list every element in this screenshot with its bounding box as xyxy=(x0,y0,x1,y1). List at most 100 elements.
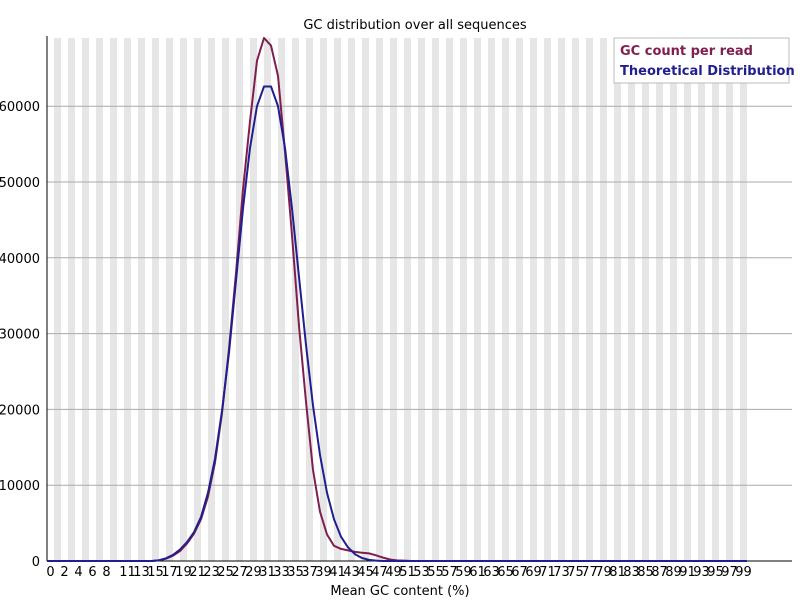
x-tick-label: 25 xyxy=(217,565,234,580)
background-stripe xyxy=(530,38,537,561)
background-stripe xyxy=(544,38,551,561)
y-tick-label: 40000 xyxy=(0,252,40,267)
x-tick-label: 87 xyxy=(651,565,668,580)
x-tick-label: 59 xyxy=(455,565,472,580)
x-tick-label: 89 xyxy=(665,565,682,580)
background-stripe xyxy=(684,38,691,561)
background-stripe xyxy=(110,38,117,561)
horizontal-gridlines xyxy=(47,105,792,486)
legend-box xyxy=(613,37,790,84)
series-line-theoretical xyxy=(47,85,747,562)
x-tick-label: 8 xyxy=(102,565,110,580)
background-stripe xyxy=(446,38,453,561)
background-stripe xyxy=(306,38,313,561)
background-stripe xyxy=(474,38,481,561)
legend: GC count per read Theoretical Distributi… xyxy=(613,37,795,84)
background-stripe xyxy=(432,38,439,561)
x-tick-label: 79 xyxy=(595,565,612,580)
background-stripe xyxy=(614,38,621,561)
x-tick-label: 63 xyxy=(483,565,500,580)
x-tick-label: 91 xyxy=(679,565,696,580)
x-tick-label: 11 xyxy=(119,565,136,580)
x-tick-label: 77 xyxy=(581,565,598,580)
background-stripe xyxy=(54,38,61,561)
background-stripe xyxy=(390,38,397,561)
x-tick-label: 83 xyxy=(623,565,640,580)
background-stripe xyxy=(348,38,355,561)
x-tick-label: 6 xyxy=(88,565,96,580)
x-tick-label: 41 xyxy=(329,565,346,580)
x-tick-label: 35 xyxy=(287,565,304,580)
x-tick-label: 61 xyxy=(469,565,486,580)
x-tick-label: 49 xyxy=(385,565,402,580)
series-lines xyxy=(47,37,747,562)
x-tick-label: 95 xyxy=(707,565,724,580)
y-tick-label: 20000 xyxy=(0,403,40,418)
background-stripe xyxy=(502,38,509,561)
x-tick-label: 99 xyxy=(735,565,752,580)
background-stripe xyxy=(404,38,411,561)
y-tick-label: 30000 xyxy=(0,328,40,343)
background-stripes xyxy=(54,38,747,561)
x-tick-label: 71 xyxy=(539,565,556,580)
x-tick-label: 51 xyxy=(399,565,416,580)
background-stripe xyxy=(292,38,299,561)
x-tick-label: 4 xyxy=(74,565,82,580)
background-stripe xyxy=(726,38,733,561)
x-tick-label: 47 xyxy=(371,565,388,580)
background-stripe xyxy=(124,38,131,561)
x-tick-label: 21 xyxy=(189,565,206,580)
background-stripe xyxy=(166,38,173,561)
background-stripe xyxy=(152,38,159,561)
background-stripe xyxy=(628,38,635,561)
y-tick-label: 0 xyxy=(32,555,40,570)
background-stripe xyxy=(642,38,649,561)
background-stripe xyxy=(208,38,215,561)
background-stripe xyxy=(670,38,677,561)
background-stripe xyxy=(586,38,593,561)
x-tick-label: 65 xyxy=(497,565,514,580)
background-stripe xyxy=(82,38,89,561)
x-tick-label: 55 xyxy=(427,565,444,580)
x-tick-label: 15 xyxy=(147,565,164,580)
background-stripe xyxy=(236,38,243,561)
x-tick-label: 53 xyxy=(413,565,430,580)
x-tick-label: 93 xyxy=(693,565,710,580)
background-stripe xyxy=(460,38,467,561)
x-tick-label: 43 xyxy=(343,565,360,580)
y-axis-ticks: 0 10000 20000 30000 40000 50000 60000 xyxy=(0,100,40,570)
x-tick-label: 29 xyxy=(245,565,262,580)
x-tick-label: 23 xyxy=(203,565,220,580)
background-stripe xyxy=(698,38,705,561)
background-stripe xyxy=(558,38,565,561)
x-tick-label: 2 xyxy=(60,565,68,580)
background-stripe xyxy=(250,38,257,561)
legend-label-gc-count: GC count per read xyxy=(620,44,753,59)
background-stripe xyxy=(180,38,187,561)
background-stripe xyxy=(264,38,271,561)
x-tick-label: 17 xyxy=(161,565,178,580)
x-tick-label: 27 xyxy=(231,565,248,580)
legend-label-theoretical: Theoretical Distribution xyxy=(620,64,795,79)
background-stripe xyxy=(740,38,747,561)
y-tick-label: 60000 xyxy=(0,100,40,115)
y-tick-label: 10000 xyxy=(0,479,40,494)
x-tick-label: 13 xyxy=(133,565,150,580)
background-stripe xyxy=(222,38,229,561)
background-stripe xyxy=(572,38,579,561)
x-tick-label: 33 xyxy=(273,565,290,580)
background-stripe xyxy=(516,38,523,561)
x-tick-label: 73 xyxy=(553,565,570,580)
x-axis-label: Mean GC content (%) xyxy=(330,584,469,599)
x-tick-label: 37 xyxy=(301,565,318,580)
x-tick-label: 39 xyxy=(315,565,332,580)
background-stripe xyxy=(376,38,383,561)
x-tick-label: 81 xyxy=(609,565,626,580)
background-stripe xyxy=(68,38,75,561)
background-stripe xyxy=(194,38,201,561)
background-stripe xyxy=(600,38,607,561)
background-stripe xyxy=(488,38,495,561)
x-tick-label: 45 xyxy=(357,565,374,580)
